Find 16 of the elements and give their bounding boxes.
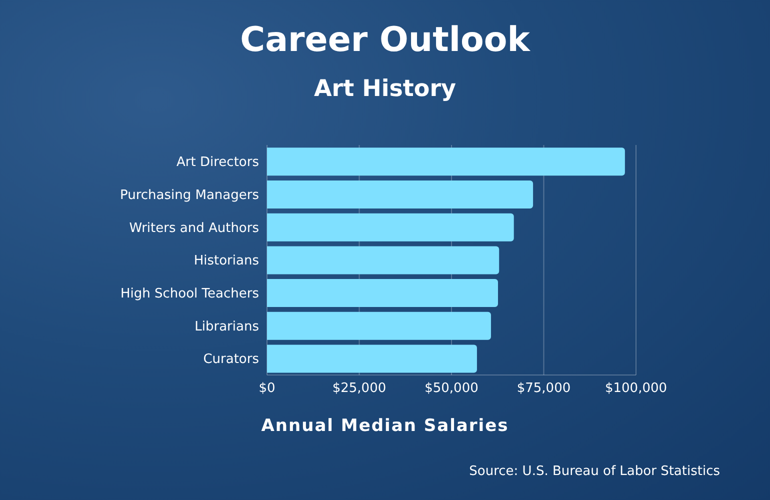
x-tick-label: $75,000 <box>516 381 571 396</box>
y-tick-label: Writers and Authors <box>129 220 260 236</box>
x-tick-label: $25,000 <box>332 381 386 396</box>
chart-title: Career Outlook <box>239 20 532 60</box>
y-tick-label: High School Teachers <box>120 286 260 302</box>
x-tick-label: $0 <box>258 381 276 396</box>
source-note: Source: U.S. Bureau of Labor Statistics <box>469 464 720 479</box>
y-tick-label: Librarians <box>194 319 260 334</box>
y-tick-label: Curators <box>203 352 260 368</box>
x-axis-title: Annual Median Salaries <box>260 416 510 436</box>
chart-subtitle: Art History <box>312 76 458 102</box>
x-tick-label: $100,000 <box>604 381 668 396</box>
x-tick-label: $50,000 <box>424 381 478 396</box>
y-tick-label: Art Directors <box>176 155 260 170</box>
y-tick-label: Purchasing Managers <box>120 188 260 203</box>
y-tick-label: Historians <box>194 254 260 269</box>
